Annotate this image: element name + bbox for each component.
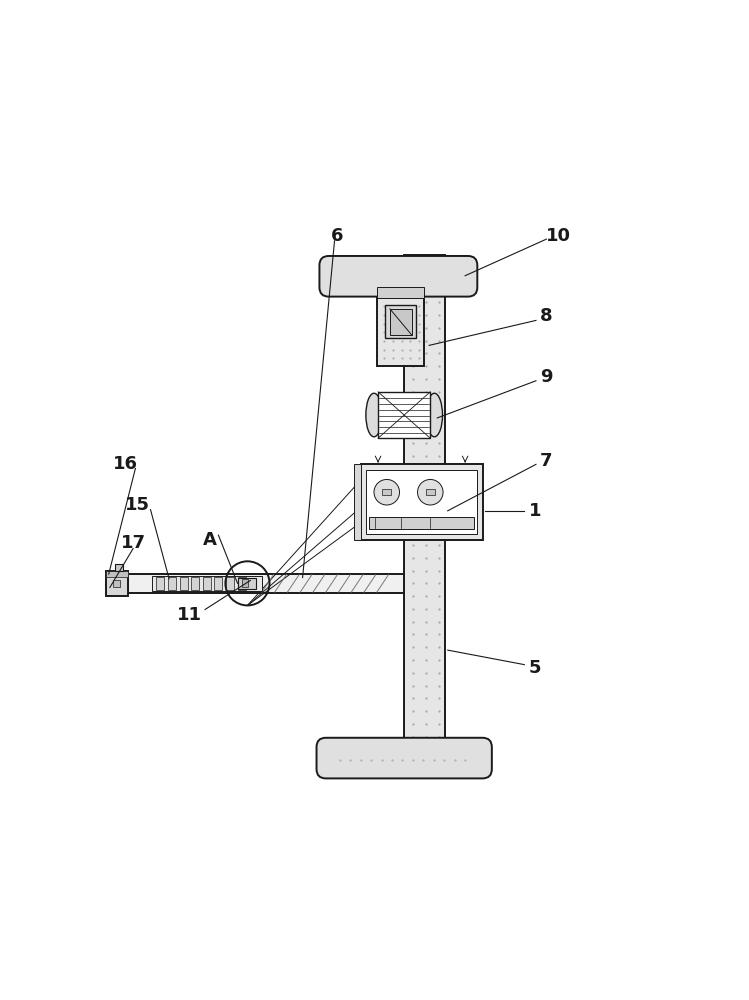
- Text: 17: 17: [121, 534, 145, 552]
- Bar: [369, 517, 474, 529]
- Bar: [242, 579, 248, 587]
- Text: A: A: [203, 531, 216, 549]
- Text: 10: 10: [545, 227, 571, 245]
- Bar: [425, 489, 435, 495]
- Bar: [115, 564, 123, 571]
- Bar: [151, 576, 262, 591]
- Text: 16: 16: [113, 455, 138, 473]
- Bar: [378, 392, 430, 438]
- Text: 1: 1: [529, 502, 541, 520]
- Bar: [404, 255, 445, 749]
- Bar: [180, 577, 188, 590]
- Bar: [361, 464, 482, 540]
- Bar: [366, 470, 477, 534]
- Circle shape: [417, 479, 443, 505]
- Bar: [377, 287, 425, 298]
- FancyBboxPatch shape: [319, 256, 477, 297]
- Bar: [377, 287, 425, 366]
- Bar: [382, 489, 392, 495]
- Bar: [203, 577, 211, 590]
- Circle shape: [374, 479, 399, 505]
- Bar: [168, 577, 176, 590]
- Text: 7: 7: [540, 452, 553, 470]
- Bar: [354, 464, 361, 540]
- Text: 11: 11: [177, 606, 202, 624]
- Bar: [157, 577, 165, 590]
- Text: 15: 15: [124, 496, 150, 514]
- Bar: [226, 577, 234, 590]
- Bar: [404, 740, 445, 747]
- Ellipse shape: [426, 393, 443, 437]
- Bar: [113, 580, 120, 587]
- Bar: [214, 577, 222, 590]
- Bar: [106, 571, 129, 577]
- Text: 9: 9: [540, 368, 553, 386]
- Bar: [106, 571, 129, 596]
- FancyBboxPatch shape: [317, 738, 492, 778]
- Bar: [390, 309, 411, 335]
- Text: 8: 8: [540, 307, 553, 325]
- Bar: [237, 577, 246, 590]
- Bar: [191, 577, 199, 590]
- Bar: [385, 305, 416, 338]
- Ellipse shape: [366, 393, 382, 437]
- Text: 5: 5: [529, 659, 541, 677]
- Text: 6: 6: [331, 227, 344, 245]
- Bar: [238, 578, 255, 589]
- Bar: [129, 574, 404, 593]
